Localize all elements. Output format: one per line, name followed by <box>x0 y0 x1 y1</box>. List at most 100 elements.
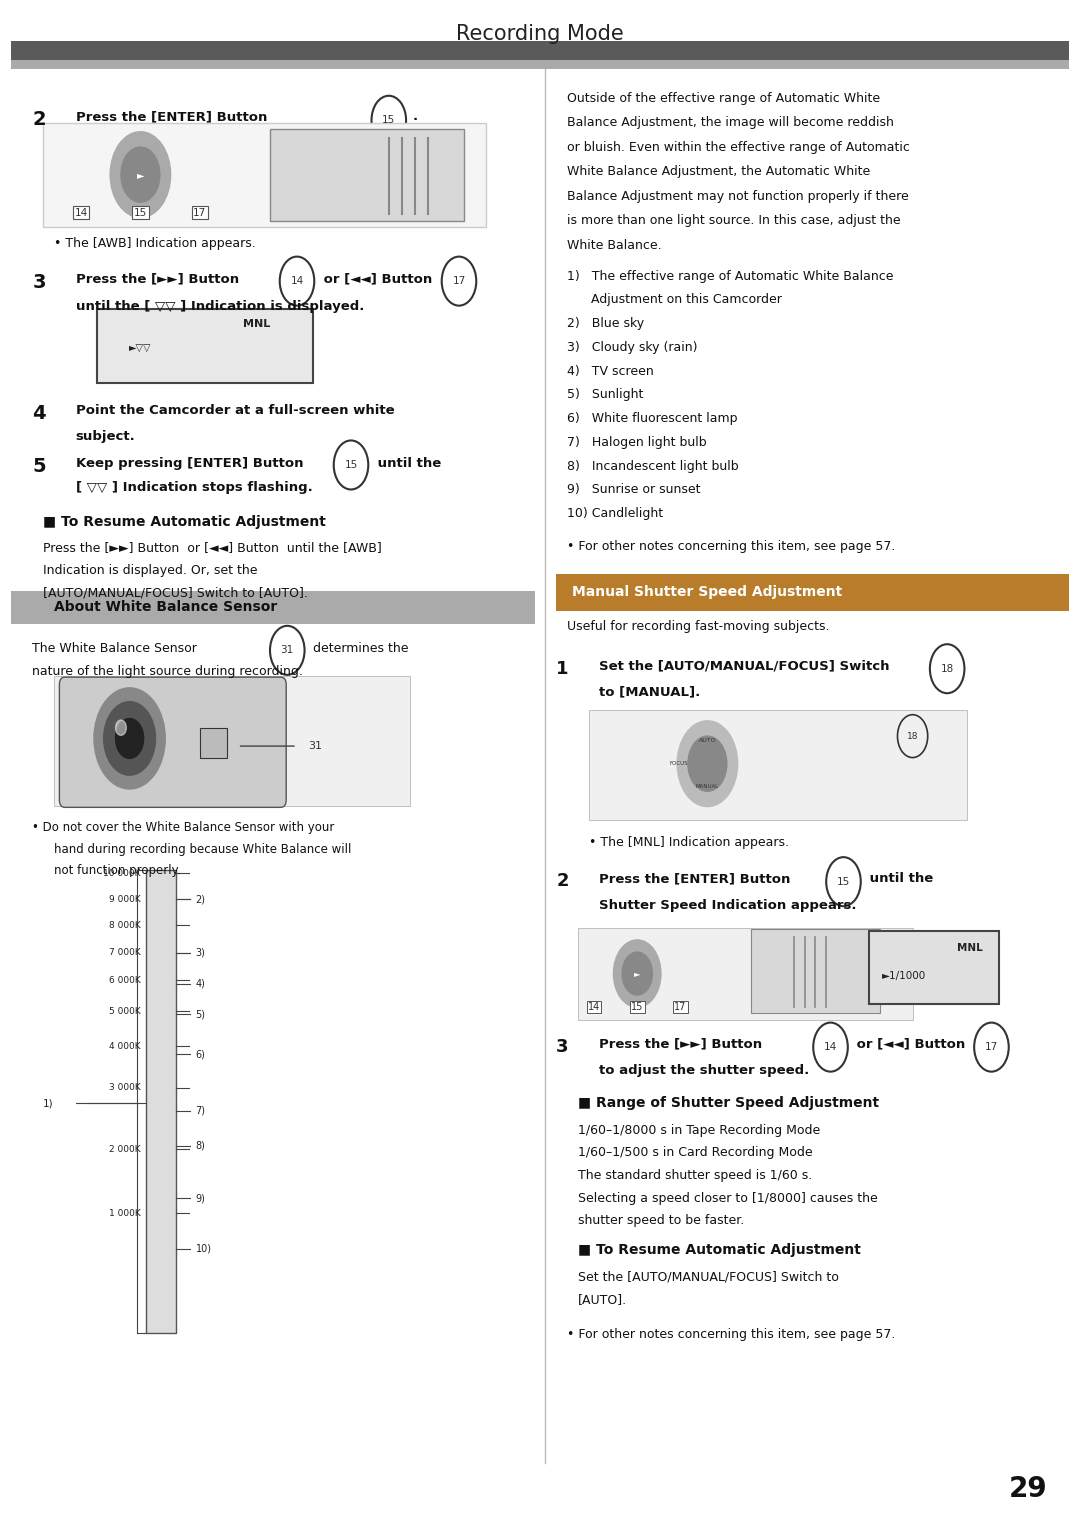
FancyBboxPatch shape <box>11 41 1069 61</box>
Text: 17: 17 <box>193 207 206 218</box>
Text: 9 000K: 9 000K <box>109 895 140 904</box>
Text: 4: 4 <box>32 404 46 423</box>
FancyBboxPatch shape <box>11 60 1069 69</box>
Circle shape <box>688 735 727 791</box>
Circle shape <box>613 939 661 1007</box>
FancyBboxPatch shape <box>751 928 880 1013</box>
Text: 14: 14 <box>291 276 303 286</box>
Text: • The [MNL] Indication appears.: • The [MNL] Indication appears. <box>589 835 788 849</box>
Text: 2 000K: 2 000K <box>109 1144 140 1154</box>
Text: • Do not cover the White Balance Sensor with your: • Do not cover the White Balance Sensor … <box>32 821 335 833</box>
Circle shape <box>121 147 160 202</box>
Text: 6): 6) <box>195 1049 205 1059</box>
Text: 1/60–1/8000 s in Tape Recording Mode: 1/60–1/8000 s in Tape Recording Mode <box>578 1123 820 1137</box>
Text: 15: 15 <box>345 460 357 470</box>
FancyBboxPatch shape <box>869 930 999 1003</box>
FancyBboxPatch shape <box>97 309 313 383</box>
Text: Press the [►►] Button: Press the [►►] Button <box>76 273 243 285</box>
Text: Press the [►►] Button  or [◄◄] Button  until the [AWB]: Press the [►►] Button or [◄◄] Button unt… <box>43 541 382 553</box>
Text: 9)   Sunrise or sunset: 9) Sunrise or sunset <box>567 483 701 496</box>
Text: 5 000K: 5 000K <box>109 1007 140 1016</box>
Text: 5)   Sunlight: 5) Sunlight <box>567 389 644 401</box>
Text: 3): 3) <box>195 948 205 958</box>
Text: 10): 10) <box>195 1244 212 1253</box>
Text: 17: 17 <box>985 1042 998 1052</box>
Text: 2)   Blue sky: 2) Blue sky <box>567 317 644 329</box>
FancyBboxPatch shape <box>54 676 410 806</box>
FancyBboxPatch shape <box>11 591 535 624</box>
Text: Balance Adjustment, the image will become reddish: Balance Adjustment, the image will becom… <box>567 116 894 129</box>
Text: 8): 8) <box>195 1141 205 1151</box>
Text: ■ Range of Shutter Speed Adjustment: ■ Range of Shutter Speed Adjustment <box>578 1095 879 1111</box>
Circle shape <box>622 951 652 994</box>
Text: FOCUS: FOCUS <box>670 761 688 766</box>
Text: or [◄◄] Button: or [◄◄] Button <box>852 1037 966 1051</box>
Text: MANUAL: MANUAL <box>696 784 719 789</box>
Text: 15: 15 <box>631 1002 644 1011</box>
Text: [ ▽▽ ] Indication stops flashing.: [ ▽▽ ] Indication stops flashing. <box>76 481 312 493</box>
Text: 1/60–1/500 s in Card Recording Mode: 1/60–1/500 s in Card Recording Mode <box>578 1146 812 1160</box>
Text: until the [ ▽▽ ] Indication is displayed.: until the [ ▽▽ ] Indication is displayed… <box>76 300 364 313</box>
FancyBboxPatch shape <box>146 870 176 1333</box>
Text: Outside of the effective range of Automatic White: Outside of the effective range of Automa… <box>567 92 880 104</box>
Text: Press the [ENTER] Button: Press the [ENTER] Button <box>599 872 795 885</box>
Circle shape <box>104 702 156 775</box>
Text: [AUTO/MANUAL/FOCUS] Switch to [AUTO].: [AUTO/MANUAL/FOCUS] Switch to [AUTO]. <box>43 587 308 599</box>
Circle shape <box>116 719 144 758</box>
Text: not function properly.: not function properly. <box>54 864 180 876</box>
Text: 1 000K: 1 000K <box>109 1209 140 1218</box>
Text: [AUTO].: [AUTO]. <box>578 1293 626 1307</box>
Text: Adjustment on this Camcorder: Adjustment on this Camcorder <box>567 294 782 306</box>
Text: 14: 14 <box>75 207 87 218</box>
Text: Shutter Speed Indication appears.: Shutter Speed Indication appears. <box>599 898 856 912</box>
Text: ■ To Resume Automatic Adjustment: ■ To Resume Automatic Adjustment <box>578 1242 861 1258</box>
Text: 14: 14 <box>824 1042 837 1052</box>
Text: 29: 29 <box>1009 1475 1048 1503</box>
Text: White Balance Adjustment, the Automatic White: White Balance Adjustment, the Automatic … <box>567 165 870 178</box>
Text: is more than one light source. In this case, adjust the: is more than one light source. In this c… <box>567 214 901 227</box>
Text: MNL: MNL <box>243 319 270 329</box>
Text: Press the [►►] Button: Press the [►►] Button <box>599 1037 767 1051</box>
Text: Press the [ENTER] Button: Press the [ENTER] Button <box>76 110 271 123</box>
Text: 15: 15 <box>382 115 395 126</box>
Text: 3)   Cloudy sky (rain): 3) Cloudy sky (rain) <box>567 342 698 354</box>
Text: shutter speed to be faster.: shutter speed to be faster. <box>578 1215 744 1227</box>
Text: 1: 1 <box>556 659 569 677</box>
Text: • The [AWB] Indication appears.: • The [AWB] Indication appears. <box>54 237 256 250</box>
Text: 15: 15 <box>837 876 850 887</box>
Text: 1)   The effective range of Automatic White Balance: 1) The effective range of Automatic Whit… <box>567 270 893 282</box>
Text: 5): 5) <box>195 1010 205 1019</box>
Text: 10 000K: 10 000K <box>103 869 140 878</box>
FancyBboxPatch shape <box>200 728 227 758</box>
Text: 31: 31 <box>281 645 294 656</box>
Text: 9): 9) <box>195 1193 205 1203</box>
Text: Useful for recording fast-moving subjects.: Useful for recording fast-moving subject… <box>567 619 829 633</box>
Text: 3 000K: 3 000K <box>109 1083 140 1092</box>
Text: 10) Candlelight: 10) Candlelight <box>567 507 663 519</box>
Text: 6)   White fluorescent lamp: 6) White fluorescent lamp <box>567 412 738 424</box>
Text: • For other notes concerning this item, see page 57.: • For other notes concerning this item, … <box>567 1328 895 1342</box>
Text: determines the: determines the <box>309 642 408 654</box>
Text: The standard shutter speed is 1/60 s.: The standard shutter speed is 1/60 s. <box>578 1169 812 1183</box>
Text: ►: ► <box>634 970 640 977</box>
FancyBboxPatch shape <box>43 123 486 227</box>
Text: 4): 4) <box>195 979 205 988</box>
Text: 4 000K: 4 000K <box>109 1042 140 1051</box>
Text: Selecting a speed closer to [1/8000] causes the: Selecting a speed closer to [1/8000] cau… <box>578 1192 878 1204</box>
Text: Set the [AUTO/MANUAL/FOCUS] Switch: Set the [AUTO/MANUAL/FOCUS] Switch <box>599 659 894 673</box>
Text: nature of the light source during recording.: nature of the light source during record… <box>32 665 303 677</box>
Text: 1): 1) <box>43 1098 54 1108</box>
Text: 5: 5 <box>32 457 46 475</box>
Text: 7): 7) <box>195 1106 205 1115</box>
Text: 7 000K: 7 000K <box>109 948 140 958</box>
Text: .: . <box>413 110 418 123</box>
Text: ►: ► <box>137 170 144 179</box>
Text: White Balance.: White Balance. <box>567 239 662 251</box>
Text: 8 000K: 8 000K <box>109 921 140 930</box>
FancyBboxPatch shape <box>578 927 913 1019</box>
Text: Keep pressing [ENTER] Button: Keep pressing [ENTER] Button <box>76 457 308 469</box>
Text: 3: 3 <box>556 1037 569 1056</box>
Circle shape <box>116 720 126 735</box>
Text: Balance Adjustment may not function properly if there: Balance Adjustment may not function prop… <box>567 190 908 202</box>
Text: Set the [AUTO/MANUAL/FOCUS] Switch to: Set the [AUTO/MANUAL/FOCUS] Switch to <box>578 1270 839 1284</box>
